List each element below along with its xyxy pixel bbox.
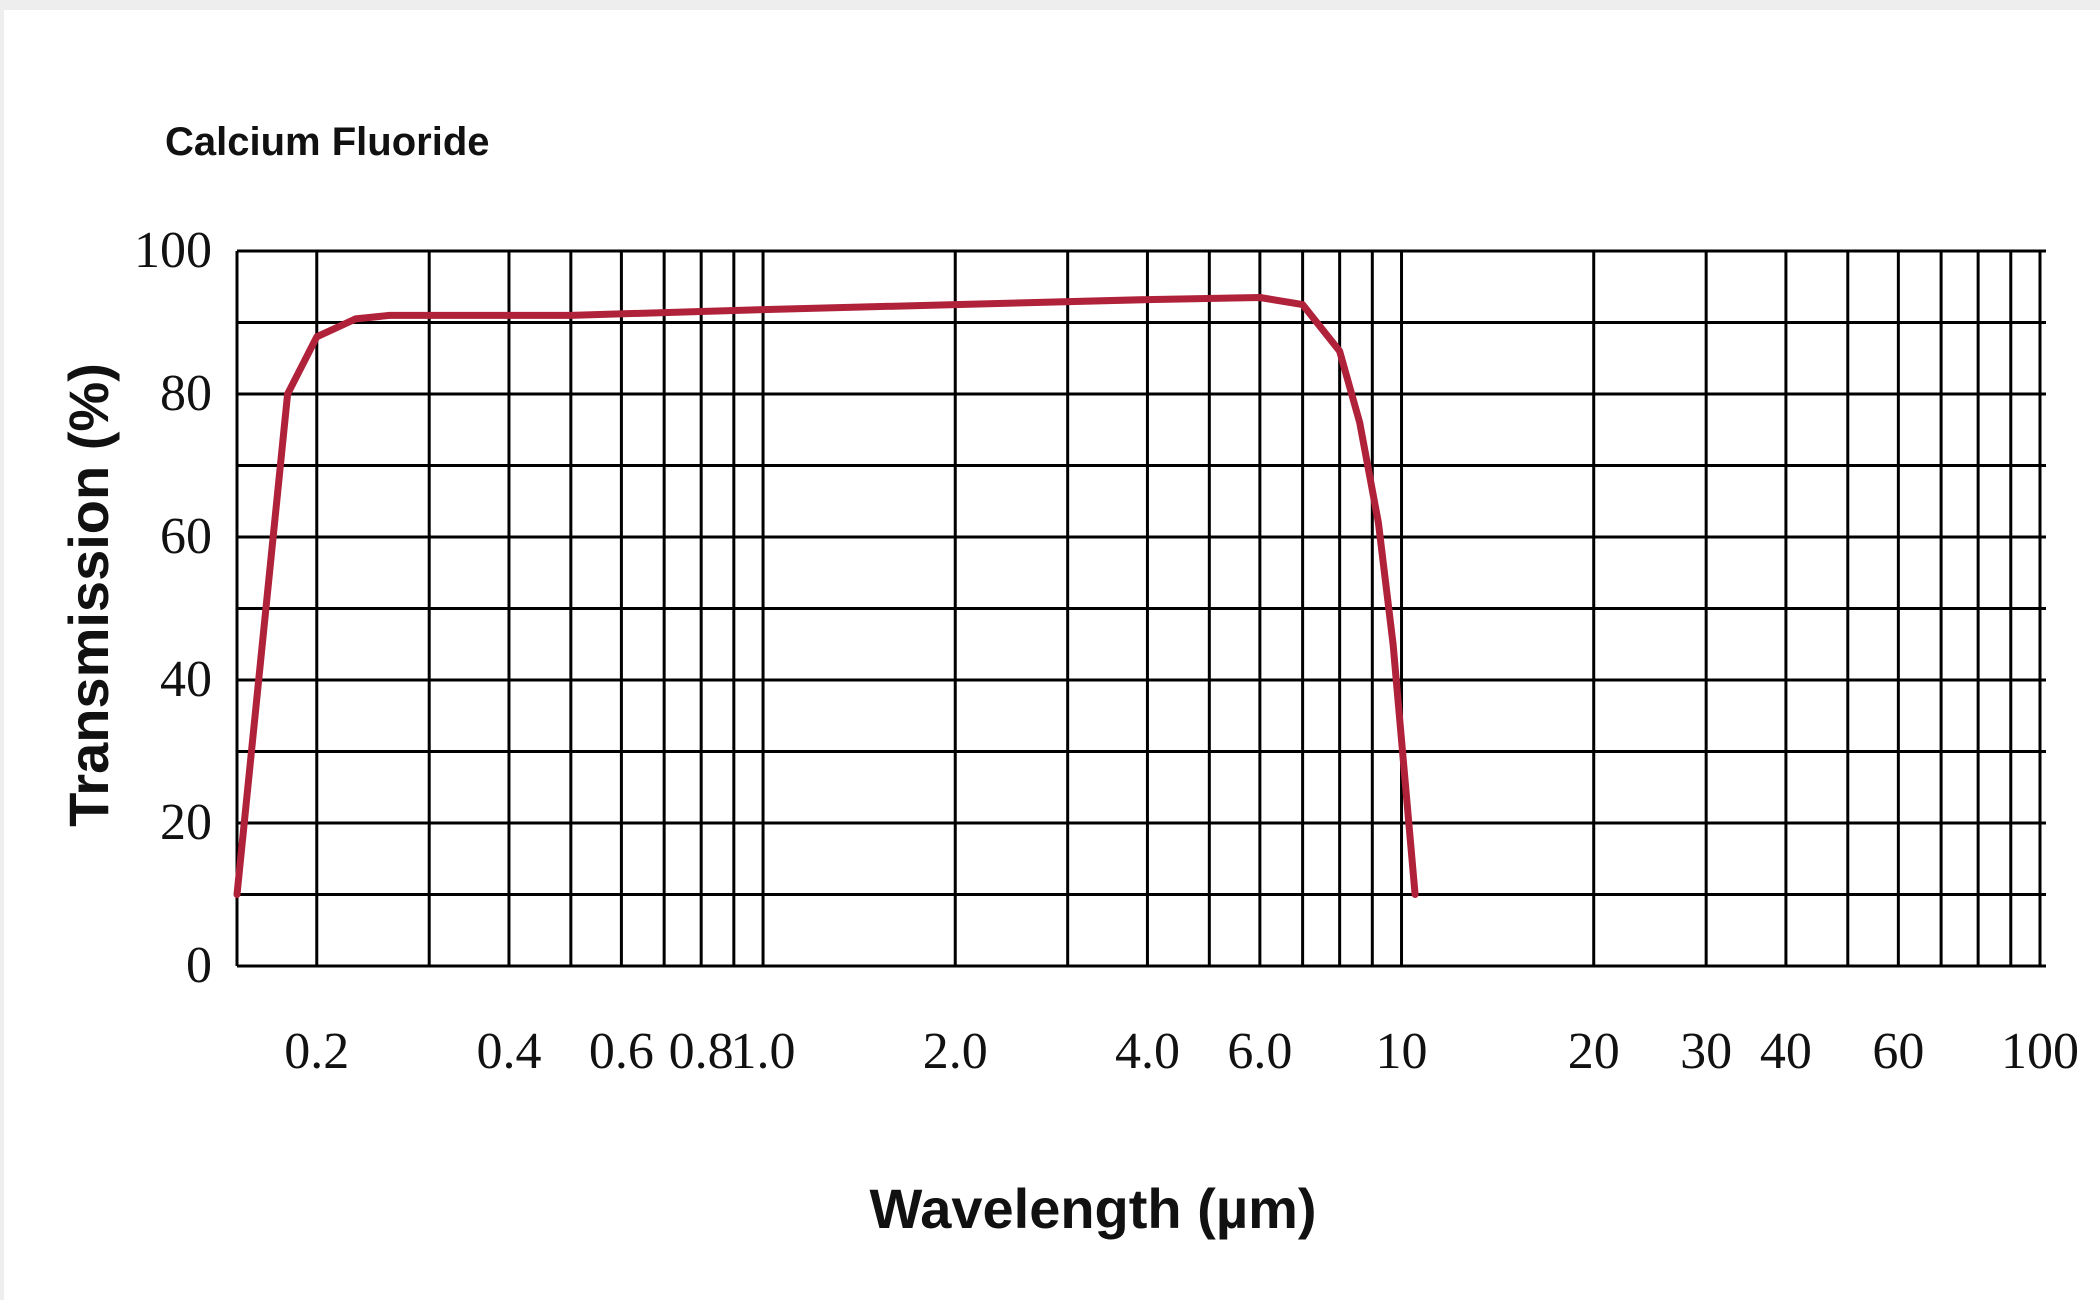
y-tick-label: 40 — [160, 651, 212, 708]
x-tick-label: 20 — [1568, 1023, 1620, 1080]
y-tick-label: 80 — [160, 365, 212, 422]
x-axis-ticks: 0.2 0.4 0.6 0.81.0 2.0 4.0 6.0 10 20 30 40 60 100 — [284, 1023, 2079, 1080]
x-tick-label: 1.0 — [731, 1023, 796, 1080]
y-tick-label: 0 — [186, 937, 212, 994]
x-tick-label: 30 — [1680, 1023, 1732, 1080]
top-border-strip — [0, 0, 2100, 10]
x-tick-label: 0.6 — [589, 1023, 654, 1080]
x-axis-label: Wavelength (µm) — [869, 1177, 1316, 1240]
chart-title: Calcium Fluoride — [165, 120, 490, 164]
x-tick-label: 0.2 — [284, 1023, 349, 1080]
y-tick-label: 20 — [160, 794, 212, 851]
series-line — [233, 294, 1419, 898]
y-tick-label: 100 — [134, 222, 212, 279]
x-tick-label: 6.0 — [1227, 1023, 1292, 1080]
x-tick-label: 4.0 — [1115, 1023, 1180, 1080]
y-tick-label: 60 — [160, 508, 212, 565]
x-tick-label: 10 — [1376, 1023, 1428, 1080]
x-tick-label: 0.8 — [669, 1023, 734, 1080]
grid — [235, 249, 2046, 968]
x-tick-label: 100 — [2001, 1023, 2079, 1080]
y-axis-label: Transmission (%) — [57, 363, 120, 827]
x-tick-label: 40 — [1760, 1023, 1812, 1080]
x-tick-label: 0.4 — [476, 1023, 541, 1080]
series-layer — [233, 294, 1419, 898]
y-axis-ticks: 0 20 40 60 80 100 — [134, 222, 212, 994]
left-border-strip — [0, 0, 4, 1300]
x-tick-label: 2.0 — [923, 1023, 988, 1080]
x-tick-label: 60 — [1872, 1023, 1924, 1080]
